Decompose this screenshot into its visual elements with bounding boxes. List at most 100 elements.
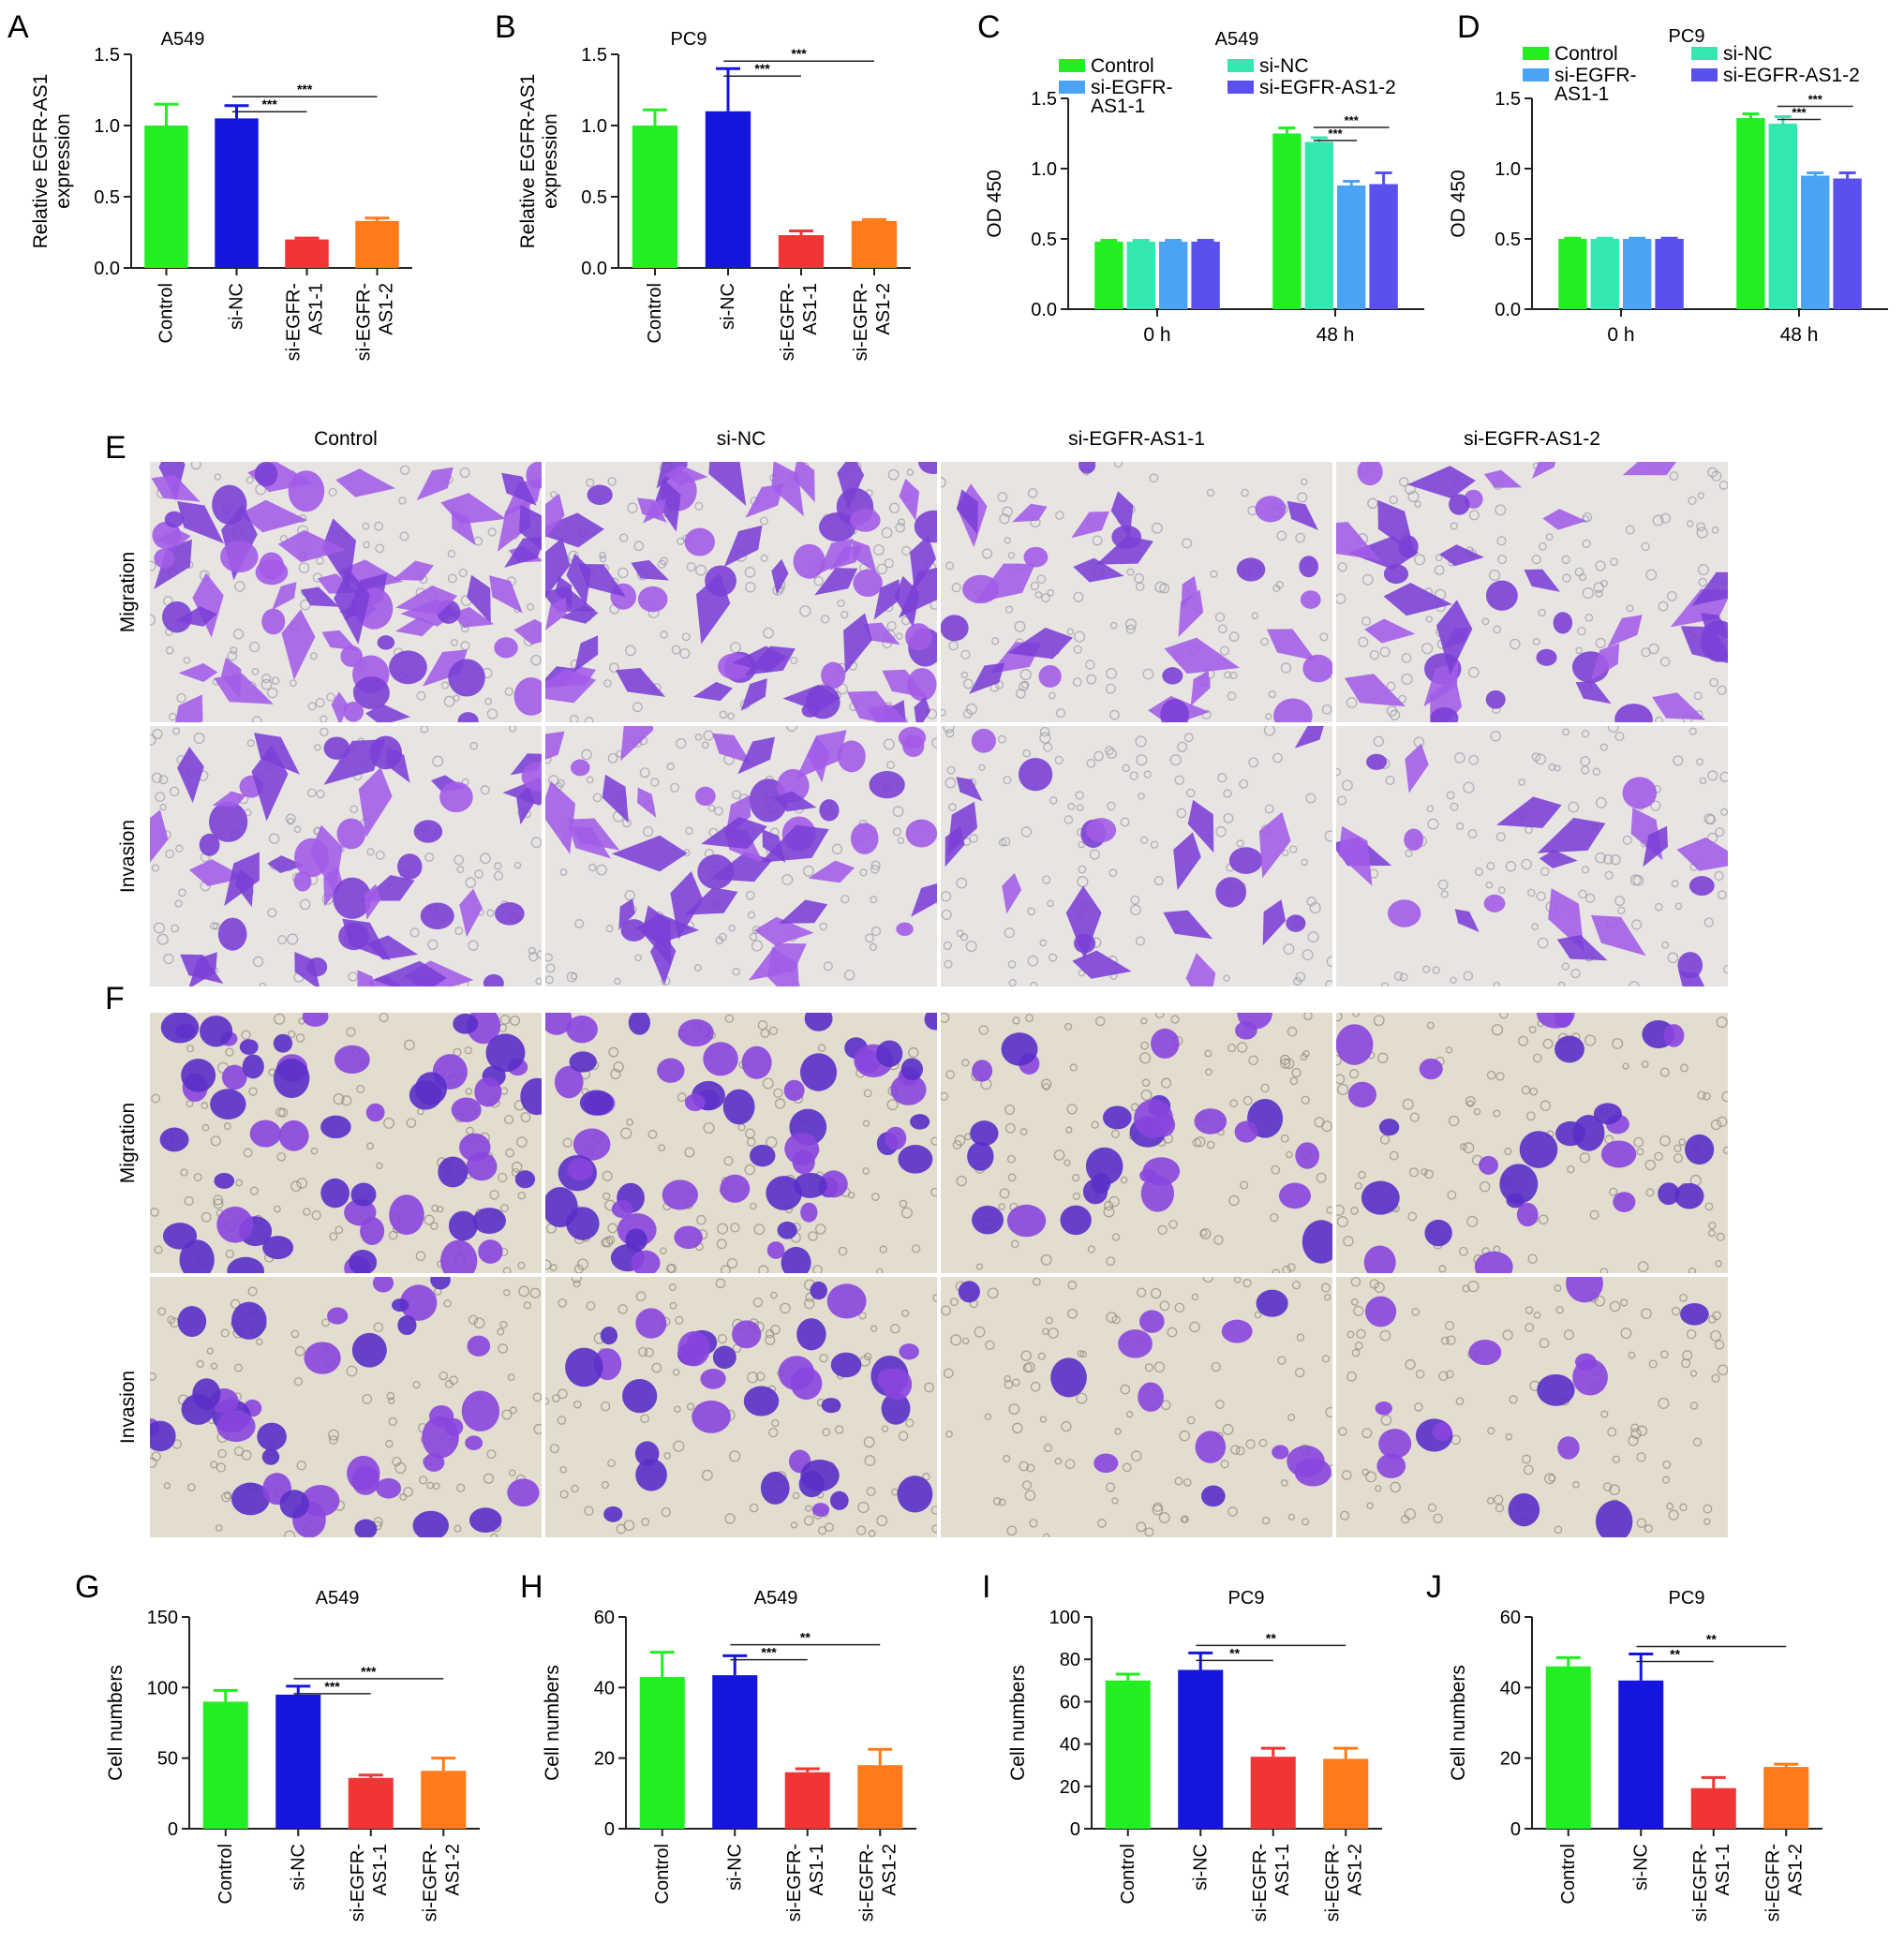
pore	[1620, 1327, 1632, 1340]
pore	[503, 1289, 511, 1297]
pore	[890, 1324, 900, 1334]
pore	[1628, 1351, 1636, 1359]
pore	[1703, 917, 1714, 927]
pore	[1012, 1016, 1020, 1025]
pore	[607, 752, 618, 764]
stained-cell	[397, 853, 423, 880]
pore	[765, 1334, 776, 1345]
pore	[1671, 880, 1679, 888]
pore	[532, 1392, 542, 1402]
panel-letter: G	[75, 1569, 99, 1605]
stained-cell	[701, 817, 767, 849]
pore	[1202, 1277, 1214, 1283]
pore	[1280, 1134, 1289, 1143]
pore	[1109, 621, 1118, 630]
stained-cell	[1228, 847, 1263, 874]
pore	[1025, 1014, 1034, 1023]
stained-cell	[1432, 1422, 1452, 1442]
y-axis-label: Cell numbers	[1448, 1665, 1469, 1781]
pore	[1584, 1034, 1597, 1046]
pore	[151, 864, 160, 872]
bar	[1191, 242, 1220, 309]
pore	[1609, 1187, 1618, 1196]
pore	[1294, 1367, 1305, 1378]
pore	[617, 567, 629, 579]
stained-cell	[732, 1320, 762, 1349]
pore	[366, 1142, 374, 1150]
bar	[421, 1771, 467, 1829]
pore	[224, 1491, 232, 1500]
pore	[1365, 1471, 1377, 1483]
pore	[770, 1291, 778, 1299]
pore	[1073, 630, 1086, 643]
pore	[366, 848, 375, 856]
pore	[1544, 1473, 1556, 1485]
stained-cell	[1235, 1021, 1257, 1040]
pore	[274, 1205, 281, 1213]
pore	[576, 1258, 589, 1270]
pore	[399, 465, 410, 475]
pore	[1043, 742, 1053, 752]
pore	[1673, 1144, 1682, 1152]
pore	[1486, 861, 1495, 870]
stained-cell	[1110, 491, 1134, 539]
pore	[1595, 637, 1606, 648]
x-tick-label: 48 h	[1316, 324, 1355, 346]
pore	[326, 692, 335, 702]
stained-cell	[181, 1059, 216, 1092]
pore	[1468, 510, 1480, 521]
pore	[1276, 530, 1287, 541]
pore	[550, 491, 558, 498]
pore	[730, 1223, 740, 1233]
pore	[233, 1446, 245, 1457]
micrograph-image	[941, 1277, 1332, 1537]
pore	[941, 1013, 950, 1023]
x-tick-label: si-EGFR- AS1-1	[284, 283, 327, 361]
pore	[1495, 504, 1507, 516]
pore	[728, 924, 736, 932]
pore	[1338, 1427, 1347, 1436]
pore	[1405, 1358, 1416, 1371]
stained-cell	[898, 726, 927, 749]
pore	[1236, 839, 1244, 848]
pore	[549, 1264, 558, 1272]
pore	[1019, 1461, 1029, 1472]
pore	[303, 1208, 311, 1216]
pore	[858, 1312, 867, 1320]
pore	[1579, 1152, 1591, 1164]
pore	[727, 712, 736, 720]
pore	[1007, 552, 1016, 559]
pore	[1602, 853, 1614, 865]
pore	[1467, 829, 1478, 838]
stained-cell	[862, 622, 900, 645]
pore	[1533, 1312, 1541, 1319]
y-tick-label: 0	[1510, 1819, 1521, 1840]
stained-cell	[478, 1239, 503, 1264]
pore	[607, 1459, 616, 1468]
pore	[156, 933, 169, 945]
pore	[1504, 1147, 1512, 1156]
pore	[168, 712, 177, 721]
pore	[1010, 1239, 1019, 1249]
pore	[1342, 779, 1353, 792]
stained-cell	[1674, 1182, 1704, 1209]
pore	[1047, 899, 1054, 908]
pore	[1205, 1068, 1212, 1076]
pore	[1003, 1454, 1011, 1463]
pore	[1320, 1283, 1331, 1293]
pore	[1580, 756, 1591, 767]
pore	[941, 1305, 952, 1316]
pore	[299, 898, 311, 911]
stained-cell	[397, 1315, 417, 1336]
pore	[1341, 1470, 1352, 1480]
stained-cell	[1375, 1402, 1392, 1416]
pore	[1582, 515, 1590, 523]
pore	[1047, 588, 1055, 597]
pore	[729, 1450, 741, 1462]
pore	[473, 1317, 485, 1329]
pore	[599, 555, 607, 563]
stained-cell	[885, 1126, 907, 1150]
pore	[245, 476, 254, 484]
pore	[150, 560, 156, 571]
pore	[1658, 1397, 1670, 1409]
